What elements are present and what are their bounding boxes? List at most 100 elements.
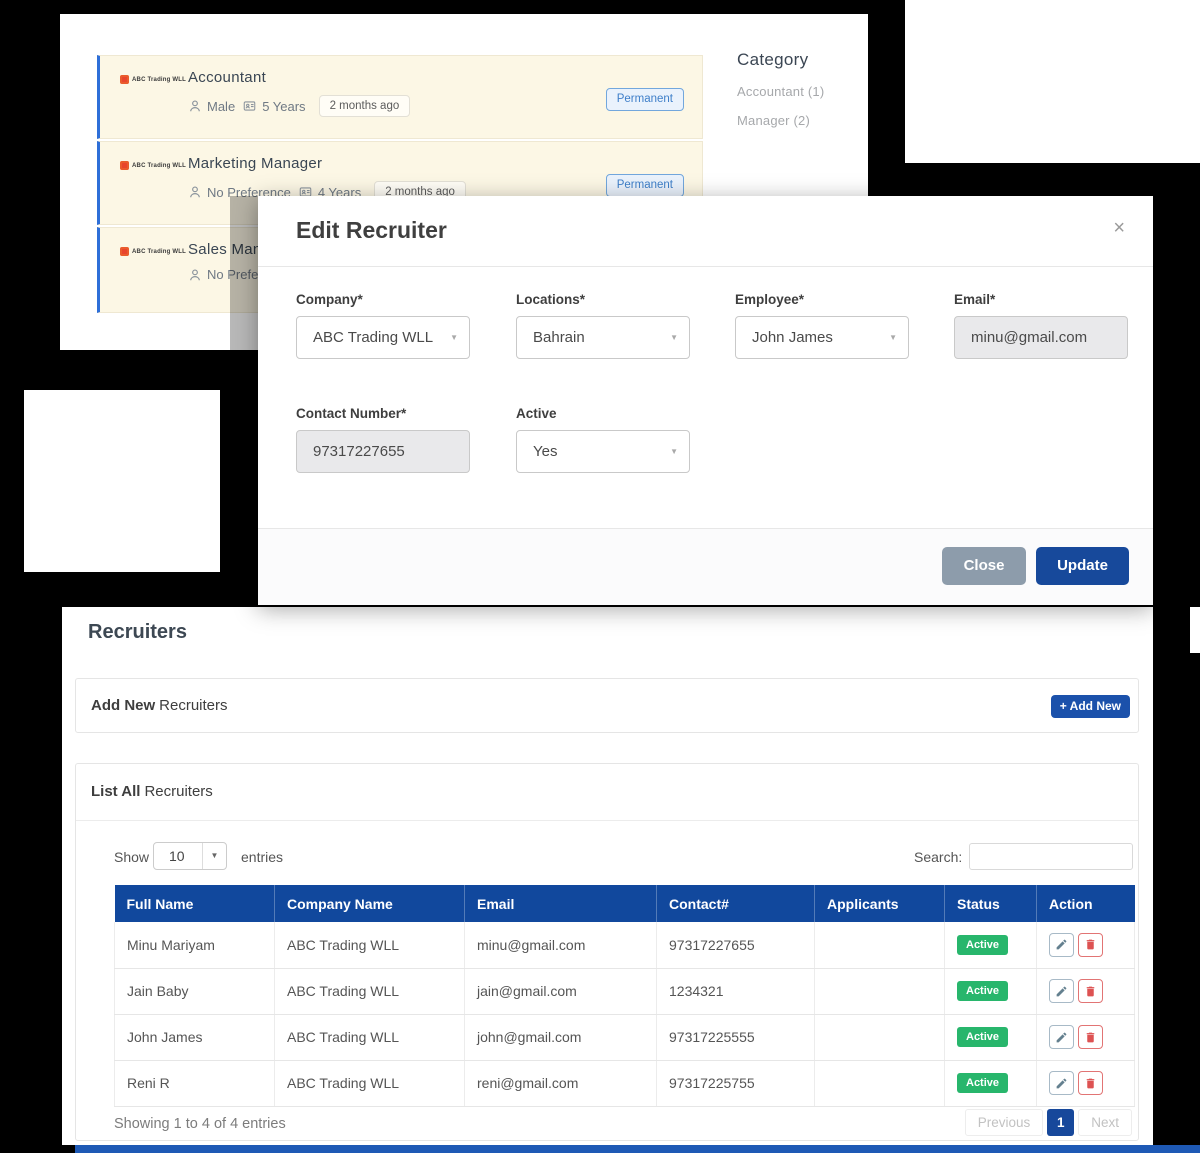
contact-number-value: 97317227655	[313, 443, 405, 460]
locations-select[interactable]: Bahrain ▼	[516, 316, 690, 359]
next-page-button[interactable]: Next	[1078, 1109, 1132, 1136]
company-label: Company*	[296, 292, 363, 307]
cell-full-name: Reni R	[114, 1060, 275, 1107]
cell-status: Active	[944, 1014, 1037, 1061]
table-row: Reni R ABC Trading WLL reni@gmail.com 97…	[114, 1060, 1135, 1107]
category-item-manager[interactable]: Manager (2)	[737, 113, 811, 128]
status-badge: Active	[957, 1027, 1009, 1047]
update-button[interactable]: Update	[1036, 547, 1129, 585]
active-select-value: Yes	[533, 443, 558, 460]
search-input[interactable]	[969, 843, 1133, 870]
employee-label: Employee*	[735, 292, 805, 307]
active-label: Active	[516, 406, 557, 421]
company-select[interactable]: ABC Trading WLL ▼	[296, 316, 470, 359]
company-logo-text: ABC Trading WLL	[132, 248, 186, 255]
recruiters-table: Full Name Company Name Email Contact# Ap…	[114, 885, 1135, 1107]
email-input[interactable]: minu@gmail.com	[954, 316, 1128, 359]
add-new-card: Add New Recruiters + Add New	[75, 678, 1139, 733]
current-page-button[interactable]: 1	[1047, 1109, 1075, 1136]
pencil-icon	[1056, 986, 1067, 996]
status-badge: Active	[957, 934, 1009, 955]
idcard-icon	[243, 101, 256, 111]
cell-full-name: John James	[114, 1014, 275, 1061]
category-item-accountant[interactable]: Accountant (1)	[737, 84, 825, 99]
delete-button[interactable]	[1078, 1071, 1103, 1095]
column-applicants[interactable]: Applicants	[814, 885, 945, 922]
pencil-icon	[1056, 939, 1067, 950]
blank-panel-top-right	[905, 0, 1200, 163]
status-badge: Active	[957, 1073, 1009, 1093]
employee-select[interactable]: John James ▼	[735, 316, 909, 359]
person-icon	[190, 100, 200, 112]
cell-company: ABC Trading WLL	[274, 1060, 465, 1107]
entries-select[interactable]: 10 ▼	[153, 842, 227, 870]
blank-panel-left	[24, 390, 220, 572]
trash-icon	[1086, 939, 1095, 950]
column-status[interactable]: Status	[944, 885, 1037, 922]
column-contact[interactable]: Contact#	[656, 885, 815, 922]
employee-select-value: John James	[752, 329, 833, 346]
job-meta: Male 5 Years 2 months ago	[188, 95, 411, 117]
column-company-name[interactable]: Company Name	[274, 885, 465, 922]
status-badge: Active	[957, 981, 1009, 1001]
previous-page-button[interactable]: Previous	[964, 1109, 1044, 1136]
edit-button[interactable]	[1049, 932, 1074, 957]
close-icon[interactable]: ×	[1113, 217, 1125, 239]
cell-email: john@gmail.com	[464, 1014, 657, 1061]
column-action[interactable]: Action	[1036, 885, 1135, 922]
table-row: Minu Mariyam ABC Trading WLL minu@gmail.…	[114, 922, 1135, 969]
delete-button[interactable]	[1078, 1025, 1103, 1049]
cell-applicants	[814, 968, 945, 1015]
edit-recruiter-modal: Edit Recruiter × Company* ABC Trading WL…	[258, 196, 1153, 605]
category-title: Category	[737, 50, 809, 69]
active-select[interactable]: Yes ▼	[516, 430, 690, 473]
job-card-accountant[interactable]: ABC Trading WLL Accountant Male 5 Years …	[97, 55, 703, 139]
company-logo-icon	[120, 161, 129, 170]
trash-icon	[1086, 1078, 1095, 1088]
person-icon	[190, 268, 200, 280]
edit-button[interactable]	[1049, 1025, 1074, 1049]
cell-contact: 97317225555	[656, 1014, 815, 1061]
contact-number-field: Contact Number* 97317227655	[296, 406, 470, 473]
delete-button[interactable]	[1078, 932, 1103, 957]
edit-button[interactable]	[1049, 1071, 1074, 1095]
cell-action	[1036, 922, 1135, 969]
table-row: Jain Baby ABC Trading WLL jain@gmail.com…	[114, 968, 1135, 1015]
column-email[interactable]: Email	[464, 885, 657, 922]
cell-action	[1036, 1014, 1135, 1061]
add-new-button[interactable]: + Add New	[1050, 695, 1130, 718]
add-new-card-title: Add New Recruiters	[91, 697, 228, 714]
gender-meta: Male	[188, 99, 235, 114]
bottom-blue-bar	[75, 1145, 1200, 1153]
column-full-name[interactable]: Full Name	[114, 885, 275, 922]
cell-company: ABC Trading WLL	[274, 968, 465, 1015]
permanent-badge[interactable]: Permanent	[605, 88, 684, 111]
locations-label: Locations*	[516, 292, 586, 307]
posted-badge: 2 months ago	[318, 95, 411, 117]
cell-applicants	[814, 1014, 945, 1061]
trash-icon	[1086, 1032, 1095, 1042]
cell-action	[1036, 968, 1135, 1015]
add-new-card-title-rest: Recruiters	[159, 697, 228, 714]
job-title: Marketing Manager	[188, 155, 323, 172]
edit-button[interactable]	[1049, 979, 1074, 1003]
company-logo-icon	[120, 247, 129, 256]
page-title: Recruiters	[88, 621, 187, 643]
cell-email: jain@gmail.com	[464, 968, 657, 1015]
list-card-title: List All Recruiters	[91, 783, 213, 800]
chevron-down-icon: ▼	[202, 843, 226, 869]
contact-number-input[interactable]: 97317227655	[296, 430, 470, 473]
list-card-title-bold: List All	[91, 783, 141, 800]
permanent-badge[interactable]: Permanent	[605, 174, 684, 197]
cell-action	[1036, 1060, 1135, 1107]
cell-contact: 97317225755	[656, 1060, 815, 1107]
locations-select-value: Bahrain	[533, 329, 585, 346]
delete-button[interactable]	[1078, 979, 1103, 1003]
cell-contact: 1234321	[656, 968, 815, 1015]
chevron-down-icon: ▼	[670, 447, 678, 456]
cell-applicants	[814, 1060, 945, 1107]
email-label: Email*	[954, 292, 996, 307]
table-controls: Show 10 ▼ entries Search:	[76, 842, 1138, 870]
close-button[interactable]: Close	[942, 547, 1026, 585]
add-new-card-title-bold: Add New	[91, 697, 156, 714]
